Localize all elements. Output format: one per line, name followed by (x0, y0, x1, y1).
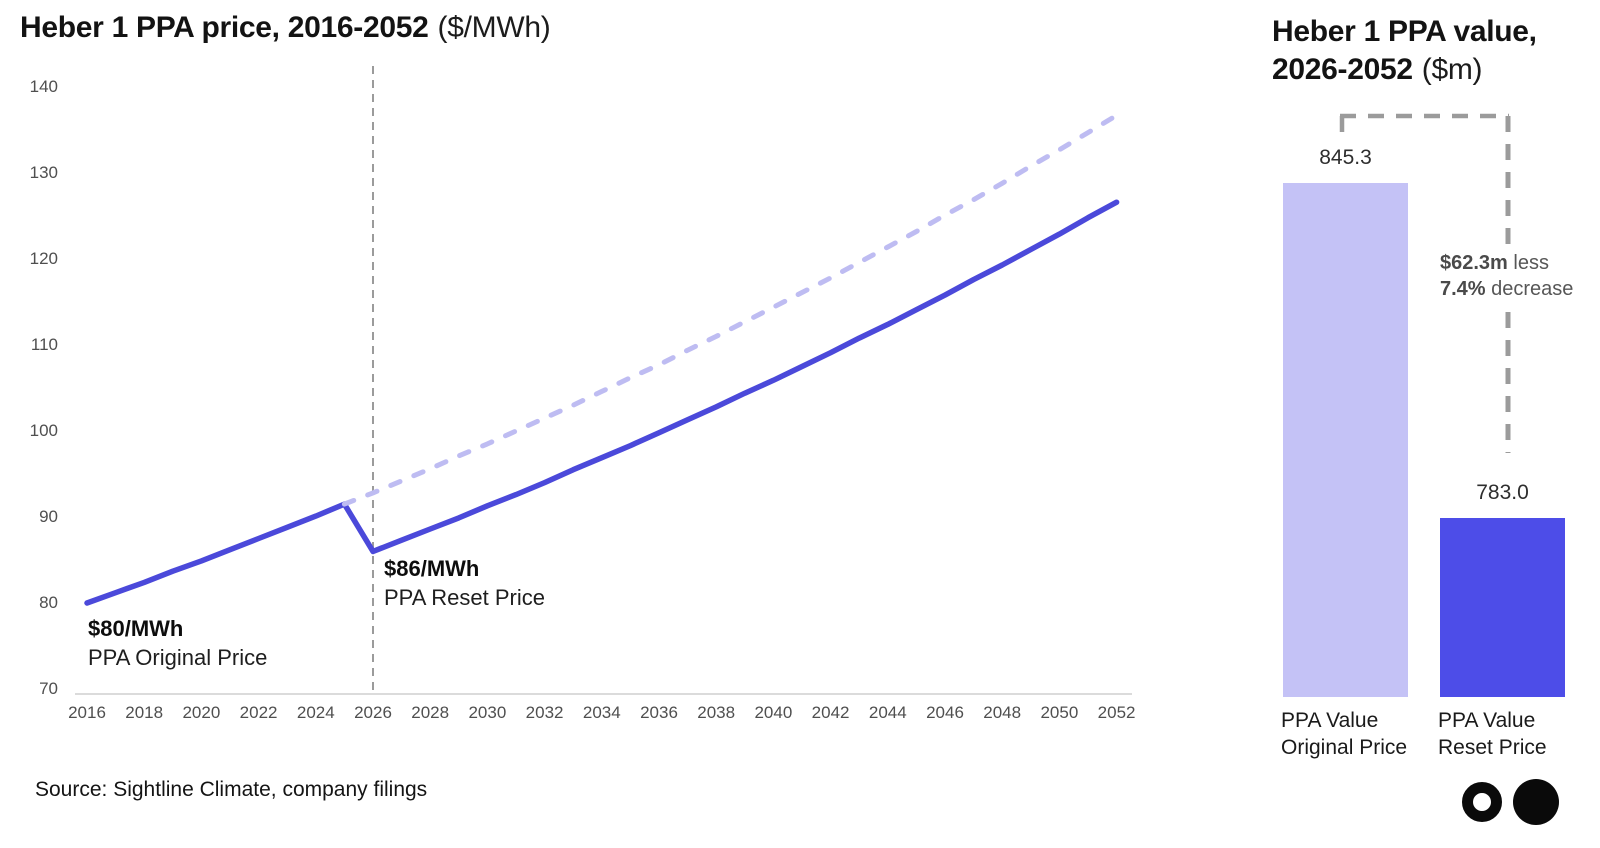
x-tick-label: 2034 (582, 703, 621, 722)
y-tick-label: 140 (29, 77, 58, 96)
x-tick-label: 2040 (754, 703, 793, 722)
x-tick-label: 2052 (1097, 703, 1136, 722)
y-tick-label: 70 (39, 679, 58, 698)
x-tick-label: 2030 (468, 703, 507, 722)
x-tick-label: 2024 (296, 703, 335, 722)
price-chart-title-text: Heber 1 PPA price, 2016-2052 (20, 11, 429, 44)
bar-label-original: PPA Value Original Price (1281, 707, 1407, 761)
price-chart-title: Heber 1 PPA price, 2016-2052 ($/MWh) (20, 11, 551, 45)
bar-value-original: 845.3 (1319, 146, 1372, 169)
outlined-circle-icon (1462, 782, 1502, 822)
bar-value-reset: 783.0 (1476, 481, 1529, 504)
bar-label-reset: PPA Value Reset Price (1438, 707, 1547, 761)
x-tick-label: 2022 (239, 703, 278, 722)
x-tick-label: 2020 (182, 703, 221, 722)
x-tick-label: 2044 (868, 703, 907, 722)
x-tick-label: 2016 (68, 703, 106, 722)
price-lines (84, 66, 1120, 692)
x-tick-label: 2032 (525, 703, 564, 722)
difference-pct: 7.4% (1440, 278, 1486, 300)
x-tick-label: 2050 (1040, 703, 1079, 722)
difference-amount-suffix: less (1507, 252, 1549, 274)
x-tick-label: 2038 (697, 703, 736, 722)
value-chart-title: Heber 1 PPA value, 2026-2052 ($m) (1272, 13, 1537, 89)
filled-circle-icon (1513, 779, 1559, 825)
source-note: Source: Sightline Climate, company filin… (35, 778, 428, 801)
reset-price-label: PPA Reset Price (384, 585, 545, 610)
original-price-label: PPA Original Price (88, 645, 268, 670)
bar-label-reset-line2: Reset Price (1438, 736, 1547, 759)
value-chart-title-line1: Heber 1 PPA value, (1272, 15, 1537, 48)
price-chart-title-unit: ($/MWh) (437, 11, 551, 44)
bar-label-original-line2: Original Price (1281, 736, 1408, 759)
difference-annotation: $62.3m less 7.4% decrease (1434, 247, 1580, 305)
x-tick-label: 2018 (125, 703, 164, 722)
original-price-value: $80/MWh (88, 616, 184, 641)
x-tick-label: 2048 (983, 703, 1022, 722)
x-tick-label: 2028 (411, 703, 450, 722)
reset-price-annotation: $86/MWh PPA Reset Price (384, 554, 545, 612)
bar-ppa-value-reset (1440, 518, 1565, 697)
value-chart-title-line2: 2026-2052 (1272, 53, 1413, 86)
x-tick-label: 2026 (354, 703, 392, 722)
x-tick-label: 2042 (811, 703, 850, 722)
y-tick-label: 100 (29, 421, 58, 440)
bar-label-reset-line1: PPA Value (1438, 709, 1536, 732)
y-tick-label: 90 (39, 507, 58, 526)
y-tick-label: 80 (39, 593, 58, 612)
difference-amount: $62.3m (1440, 252, 1508, 274)
y-tick-label: 110 (30, 335, 58, 354)
y-tick-label: 120 (29, 249, 58, 268)
x-tick-label: 2036 (640, 703, 678, 722)
original-price-annotation: $80/MWh PPA Original Price (88, 614, 267, 672)
x-tick-label: 2046 (926, 703, 964, 722)
bar-ppa-value-original (1283, 183, 1408, 697)
bar-label-original-line1: PPA Value (1281, 709, 1379, 732)
ppa-price-line (84, 199, 1120, 606)
y-tick-label: 130 (29, 163, 58, 182)
value-chart-title-unit: ($m) (1421, 53, 1483, 86)
ppa-original-projection-line (341, 112, 1120, 507)
reset-price-value: $86/MWh (384, 556, 480, 581)
difference-pct-suffix: decrease (1485, 278, 1574, 300)
